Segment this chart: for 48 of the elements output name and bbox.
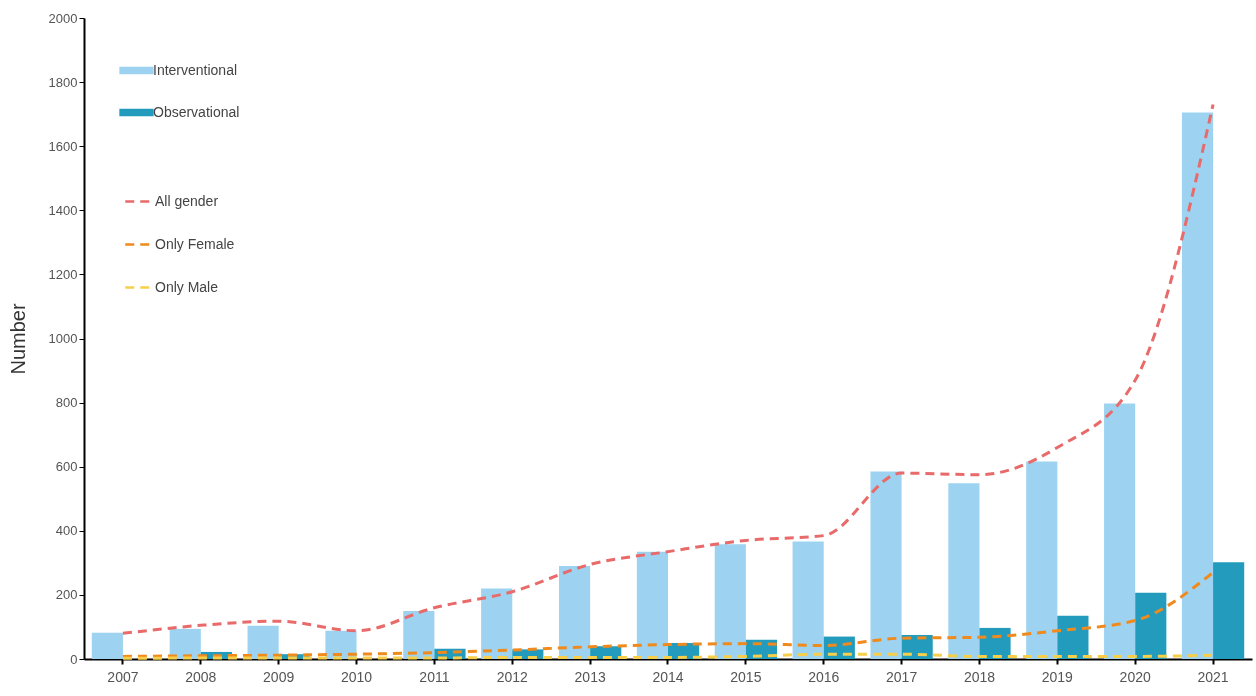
x-tick-label: 2016 [808, 668, 840, 685]
y-tick-label: 2000 [48, 10, 78, 26]
bar [1181, 112, 1214, 659]
legend-label: Interventional [153, 61, 238, 78]
bar [714, 544, 746, 659]
x-tick-label: 2015 [730, 668, 762, 685]
line-series [121, 570, 1215, 658]
y-tick-label: 200 [55, 587, 78, 603]
bar [792, 541, 824, 659]
bar [636, 551, 668, 659]
y-tick-label: 1600 [48, 138, 78, 154]
legend-label: Observational [153, 103, 240, 120]
bar [91, 632, 123, 659]
legend-label: All gender [155, 192, 219, 209]
x-tick-label: 2010 [340, 668, 373, 685]
bar [558, 566, 591, 659]
y-tick-label: 0 [70, 651, 78, 667]
line-series [121, 103, 1215, 635]
x-tick-label: 2014 [652, 668, 684, 685]
x-tick-label: 2009 [263, 668, 295, 685]
x-tick-label: 2008 [185, 668, 217, 685]
bar [1057, 615, 1089, 659]
x-tick-label: 2013 [574, 668, 606, 685]
legend-label: Only Male [155, 278, 219, 295]
legend-label: Only Female [155, 235, 235, 252]
x-tick-label: 2021 [1197, 668, 1229, 685]
y-tick-label: 800 [55, 395, 78, 411]
x-tick-label: 2007 [107, 668, 139, 685]
bar [1104, 403, 1136, 659]
bar [481, 588, 513, 659]
x-tick-label: 2019 [1041, 668, 1074, 685]
bar [1026, 461, 1058, 659]
x-tick-label: 2020 [1119, 668, 1151, 685]
y-axis-title: Number [6, 303, 29, 375]
bar [1213, 562, 1245, 659]
bar [870, 471, 902, 659]
bar [948, 483, 980, 659]
y-tick-label: 1200 [48, 266, 78, 282]
x-tick-label: 2017 [886, 668, 918, 685]
bar [1135, 592, 1167, 659]
y-tick-label: 1000 [48, 331, 78, 346]
x-tick-label: 2011 [419, 668, 450, 685]
x-tick-label: 2012 [496, 668, 529, 685]
y-tick-label: 600 [55, 459, 78, 475]
x-tick-label: 2018 [963, 668, 996, 685]
y-tick-label: 400 [55, 523, 78, 539]
y-tick-label: 1800 [48, 74, 78, 90]
y-tick-label: 1400 [48, 202, 78, 218]
